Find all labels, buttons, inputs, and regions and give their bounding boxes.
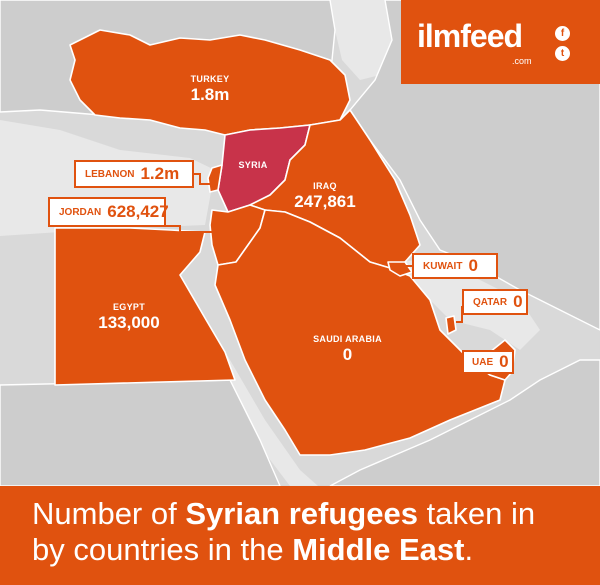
- syria-label: SYRIA: [233, 161, 273, 170]
- kuwait-callout: KUWAIT 0: [412, 253, 498, 279]
- lebanon-value: 1.2m: [140, 164, 180, 183]
- egypt-name: EGYPT: [112, 302, 145, 312]
- headline-part2: taken in: [417, 496, 536, 531]
- kuwait-name: KUWAIT: [423, 260, 463, 272]
- brand-logo[interactable]: ilmfeed .com f t: [401, 0, 600, 84]
- brand-domain: .com: [512, 56, 532, 66]
- saudi-arabia-value: 0: [342, 345, 353, 364]
- saudi-arabia-name: SAUDI ARABIA: [313, 334, 382, 344]
- headline-part3: by countries in the: [32, 532, 293, 567]
- qatar-value: 0: [513, 292, 523, 311]
- background-land-africa: [0, 379, 282, 487]
- uae-callout: UAE 0: [462, 350, 514, 374]
- headline-banner: Number of Syrian refugees taken in by co…: [0, 486, 600, 585]
- headline-part4: .: [464, 532, 474, 567]
- lebanon-callout: LEBANON 1.2m: [74, 160, 194, 188]
- twitter-icon[interactable]: t: [555, 46, 570, 61]
- qatar-callout: QATAR 0: [462, 289, 528, 315]
- egypt-label: EGYPT 133,000: [84, 302, 174, 332]
- background-land-oman-yemen: [329, 359, 600, 487]
- brand-name: ilmfeed: [417, 18, 523, 54]
- caspian-sea: [330, 0, 392, 80]
- iraq-label: IRAQ 247,861: [280, 181, 370, 211]
- egypt-value: 133,000: [98, 313, 160, 332]
- headline-text: Number of Syrian refugees taken in by co…: [32, 496, 535, 568]
- headline-emphasis1: Syrian refugees: [185, 496, 418, 531]
- turkey-name: TURKEY: [190, 74, 230, 84]
- iraq-name: IRAQ: [313, 181, 337, 191]
- turkey-label: TURKEY 1.8m: [180, 74, 240, 104]
- uae-name: UAE: [472, 356, 494, 368]
- headline-part1: Number of: [32, 496, 186, 531]
- syria-name: SYRIA: [238, 160, 268, 170]
- headline-emphasis2: Middle East: [292, 532, 465, 567]
- qatar-name: QATAR: [473, 296, 508, 308]
- jordan-callout: JORDAN 628,427: [48, 197, 169, 227]
- uae-value: 0: [499, 352, 509, 371]
- jordan-name: JORDAN: [59, 206, 102, 218]
- lebanon-name: LEBANON: [85, 168, 135, 180]
- iraq-value: 247,861: [294, 192, 356, 211]
- turkey-value: 1.8m: [190, 85, 230, 104]
- kuwait-value: 0: [468, 256, 478, 275]
- jordan-value: 628,427: [107, 202, 169, 221]
- qatar-shape: [445, 315, 457, 335]
- facebook-icon[interactable]: f: [555, 26, 570, 41]
- saudi-arabia-label: SAUDI ARABIA 0: [305, 334, 390, 364]
- egypt-shape: [54, 227, 236, 386]
